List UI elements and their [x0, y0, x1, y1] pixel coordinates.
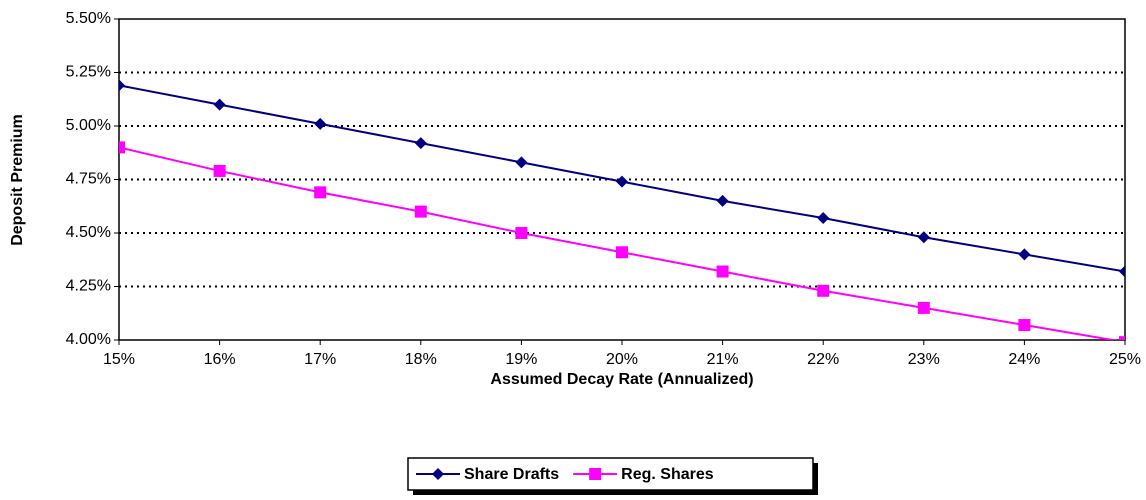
x-axis-title: Assumed Decay Rate (Annualized): [490, 371, 753, 388]
marker: [917, 231, 930, 244]
marker: [817, 284, 830, 297]
marker: [716, 194, 729, 207]
x-tick-label: 15%: [103, 351, 135, 368]
x-tick-label: 20%: [606, 351, 638, 368]
x-tick-label: 23%: [908, 351, 940, 368]
marker: [616, 246, 628, 259]
marker: [314, 186, 327, 199]
marker: [716, 265, 729, 278]
y-tick-label: 4.75%: [66, 171, 111, 188]
plot-area: [119, 79, 1125, 340]
marker: [213, 98, 226, 111]
marker: [1119, 265, 1125, 278]
marker: [1018, 248, 1031, 261]
marker: [589, 468, 602, 480]
marker: [414, 205, 427, 218]
y-axis-title: Deposit Premium: [9, 114, 26, 246]
marker: [432, 468, 444, 480]
marker: [817, 212, 830, 225]
plot-frame: [118, 18, 1126, 341]
marker: [515, 156, 528, 169]
marker: [119, 79, 125, 92]
marker: [1018, 319, 1031, 332]
x-tick-label: 25%: [1109, 351, 1141, 368]
y-tick-label: 4.25%: [66, 278, 111, 295]
marker: [414, 137, 427, 150]
x-tick-label: 24%: [1008, 351, 1040, 368]
legend-label: Reg. Shares: [621, 466, 714, 483]
marker: [314, 117, 327, 130]
x-tick-label: 21%: [707, 351, 739, 368]
marker: [213, 164, 226, 177]
marker: [616, 175, 628, 188]
x-tick-label: 17%: [304, 351, 336, 368]
x-tick-label: 16%: [204, 351, 236, 368]
marker: [119, 141, 125, 154]
y-tick-label: 5.25%: [66, 64, 111, 81]
y-tick-label: 4.50%: [66, 224, 111, 241]
x-tick-label: 18%: [405, 351, 437, 368]
y-tick-label: 5.00%: [66, 117, 111, 134]
marker: [917, 301, 930, 314]
marker: [515, 227, 528, 239]
y-tick-label: 4.00%: [66, 331, 111, 348]
marker: [1119, 336, 1125, 340]
x-tick-label: 22%: [807, 351, 839, 368]
legend-label: Share Drafts: [464, 466, 559, 483]
y-tick-label: 5.50%: [66, 10, 111, 27]
x-tick-label: 19%: [505, 351, 537, 368]
